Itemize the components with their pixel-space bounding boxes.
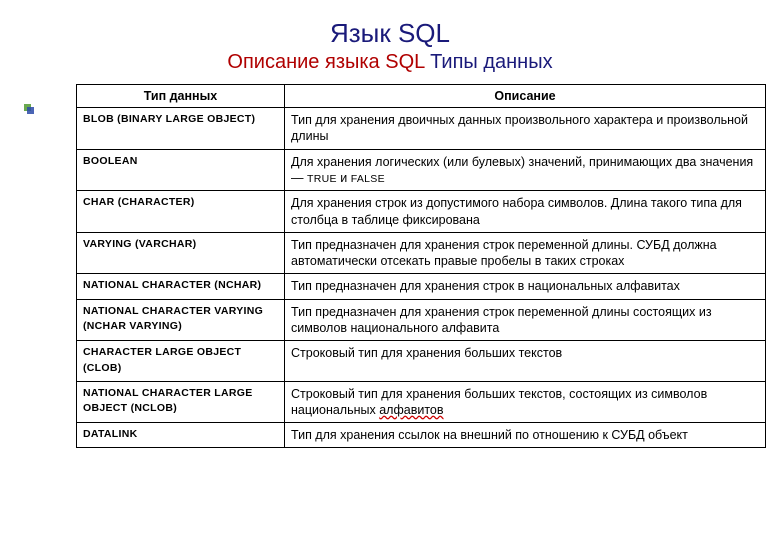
type-desc: Для хранения строк из допустимого набора… [285, 191, 766, 233]
table-row: DATALINK Тип для хранения ссылок на внеш… [77, 423, 766, 448]
table-row: CHAR (CHARACTER) Для хранения строк из д… [77, 191, 766, 233]
slide-container: Язык SQL Описание языка SQL Типы данных … [0, 0, 780, 540]
table-row: CHARACTER LARGE OBJECT (CLOB) Строковый … [77, 341, 766, 382]
table-body: BLOB (BINARY LARGE OBJECT) Тип для хране… [77, 108, 766, 448]
table-row: VARYING (VARCHAR) Тип предназначен для х… [77, 232, 766, 274]
table-row: NATIONAL CHARACTER (NCHAR) Тип предназна… [77, 274, 766, 299]
type-name: CHARACTER LARGE OBJECT (CLOB) [77, 341, 285, 382]
table-row: NATIONAL CHARACTER LARGE OBJECT (NCLOB) … [77, 381, 766, 423]
type-desc: Тип предназначен для хранения строк пере… [285, 232, 766, 274]
table-header-row: Тип данных Описание [77, 85, 766, 108]
table-row: BLOB (BINARY LARGE OBJECT) Тип для хране… [77, 108, 766, 150]
type-desc: Тип предназначен для хранения строк в на… [285, 274, 766, 299]
type-name: DATALINK [77, 423, 285, 448]
type-name: BOOLEAN [77, 149, 285, 191]
table-row: NATIONAL CHARACTER VARYING (NCHAR VARYIN… [77, 299, 766, 341]
subtitle-part-red: Описание языка SQL [227, 51, 430, 73]
type-name: CHAR (CHARACTER) [77, 191, 285, 233]
type-name: NATIONAL CHARACTER (NCHAR) [77, 274, 285, 299]
type-name: NATIONAL CHARACTER LARGE OBJECT (NCLOB) [77, 381, 285, 423]
table-row: BOOLEAN Для хранения логических (или бул… [77, 149, 766, 191]
slide-title: Язык SQL [30, 18, 750, 49]
type-name: VARYING (VARCHAR) [77, 232, 285, 274]
col-header-desc: Описание [285, 85, 766, 108]
type-desc: Тип для хранения двоичных данных произво… [285, 108, 766, 150]
type-name: BLOB (BINARY LARGE OBJECT) [77, 108, 285, 150]
subtitle-part-blue: Типы данных [430, 51, 553, 73]
type-name: NATIONAL CHARACTER VARYING (NCHAR VARYIN… [77, 299, 285, 341]
col-header-type: Тип данных [77, 85, 285, 108]
type-desc: Строковый тип для хранения больших текст… [285, 341, 766, 382]
type-desc: Тип предназначен для хранения строк пере… [285, 299, 766, 341]
type-desc: Для хранения логических (или булевых) зн… [285, 149, 766, 191]
type-desc: Тип для хранения ссылок на внешний по от… [285, 423, 766, 448]
bullet-icon [24, 104, 34, 114]
type-desc: Строковый тип для хранения больших текст… [285, 381, 766, 423]
datatypes-table: Тип данных Описание BLOB (BINARY LARGE O… [76, 84, 766, 448]
slide-subtitle: Описание языка SQL Типы данных [30, 51, 750, 74]
